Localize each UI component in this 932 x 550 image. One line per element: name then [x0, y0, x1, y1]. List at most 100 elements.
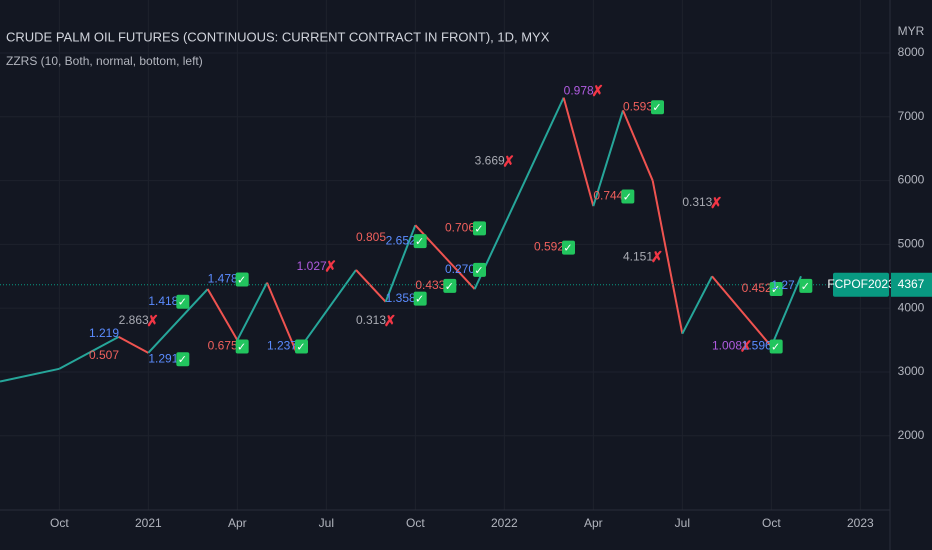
y-tick-label: 2000: [898, 428, 925, 442]
ratio-label: 0.675: [208, 339, 238, 353]
x-tick-label: Oct: [762, 516, 781, 530]
status-box: [473, 262, 486, 277]
ratio-label: 0.592: [534, 240, 564, 254]
status-icon: ✓: [237, 341, 246, 353]
ratio-label: 0.452: [742, 281, 772, 295]
y-tick-label: 6000: [898, 173, 925, 187]
ratio-label: 1.418: [148, 294, 178, 308]
symbol-label: FCPOF2023: [827, 277, 895, 291]
zigzag-segment: [681, 275, 713, 335]
zigzag-segment: [147, 288, 209, 354]
ratio-label: 0.433: [415, 278, 445, 292]
y-axis-label: MYR: [898, 24, 925, 38]
status-icon: ✓: [296, 341, 305, 353]
status-icon: ✓: [178, 297, 187, 309]
zigzag-segment: [711, 275, 773, 348]
chart-title: CRUDE PALM OIL FUTURES (CONTINUOUS: CURR…: [6, 29, 550, 44]
zigzag-segment: [651, 180, 684, 334]
status-icon: ✓: [445, 281, 454, 293]
y-tick-label: 3000: [898, 364, 925, 378]
status-box: [621, 189, 635, 204]
zigzag-segment: [622, 109, 654, 181]
status-icon: ✓: [801, 281, 810, 293]
ratio-label: 0.744: [593, 189, 623, 203]
ratio-label: 1.358: [386, 291, 416, 305]
status-icon: ✓: [474, 223, 483, 235]
zigzag-segment: [118, 336, 149, 354]
ratio-label: 4.151: [623, 249, 653, 263]
status-box: [176, 294, 190, 309]
status-box: [769, 282, 783, 297]
ratio-label: 1.008: [712, 339, 742, 353]
zigzag-segment: [414, 224, 446, 258]
y-tick-label: 4000: [898, 300, 925, 314]
price-badge: [891, 272, 932, 297]
status-icon: ✓: [563, 242, 572, 254]
ratio-label: 1.291: [148, 351, 178, 365]
ratio-label: 0.507: [89, 348, 119, 362]
status-box: [235, 339, 249, 354]
status-box: [651, 100, 664, 115]
ratio-label: 1.027: [297, 259, 327, 273]
status-box: [473, 221, 486, 236]
zigzag-segment: [770, 275, 802, 347]
status-box: [769, 339, 783, 354]
zigzag-segment: [384, 224, 417, 303]
ratio-label: 0.805: [356, 230, 386, 244]
zigzag-segment: [206, 288, 239, 341]
y-tick-label: 5000: [898, 237, 925, 251]
x-tick-label: Jul: [319, 516, 334, 530]
status-icon: ✗: [651, 249, 664, 266]
x-tick-label: 2021: [135, 516, 162, 530]
status-icon: ✗: [740, 338, 753, 355]
grid: [0, 0, 890, 510]
y-tick-label: 7000: [898, 109, 925, 123]
status-icon: ✗: [710, 195, 723, 212]
status-icon: ✓: [474, 265, 483, 277]
zigzag-segment: [473, 97, 565, 290]
status-box: [799, 278, 813, 293]
ratio-label: 1.219: [89, 326, 119, 340]
status-box: [443, 278, 457, 293]
status-icon: ✓: [237, 274, 246, 286]
ratio-label: 0.706: [445, 221, 475, 235]
ratio-label: 1.27: [771, 278, 795, 292]
zigzag-segment: [355, 269, 387, 303]
x-tick-label: Oct: [50, 516, 69, 530]
ratio-label: 0.313: [356, 313, 386, 327]
status-box: [562, 240, 575, 255]
y-tick-label: 8000: [898, 45, 925, 59]
ratio-label: 2.652: [386, 233, 416, 247]
status-box: [413, 234, 427, 249]
zigzag-segment: [562, 97, 595, 207]
status-box: [295, 339, 308, 354]
status-box: [176, 352, 190, 367]
x-tick-label: 2023: [847, 516, 874, 530]
zigzag-segment: [58, 336, 120, 370]
status-icon: ✓: [771, 341, 780, 353]
ratio-label: 1.237: [267, 339, 297, 353]
status-box: [235, 272, 249, 287]
zigzag-segment: [0, 367, 60, 383]
ratio-label: 0.593: [623, 99, 653, 113]
symbol-badge: [833, 272, 889, 297]
status-icon: ✗: [384, 313, 397, 330]
zigzag-segment: [266, 282, 298, 354]
x-tick-label: Apr: [228, 516, 247, 530]
status-icon: ✓: [415, 236, 424, 248]
status-icon: ✓: [415, 294, 424, 306]
status-icon: ✗: [324, 259, 337, 276]
price-label: 4367: [898, 277, 925, 291]
ratio-label: 1.478: [208, 272, 238, 286]
zigzag-segment: [295, 269, 357, 354]
status-icon: ✓: [652, 102, 661, 114]
ratio-label: 2.863: [119, 313, 149, 327]
ratio-label: 0.270: [445, 262, 475, 276]
zigzag-segment: [236, 282, 268, 341]
x-tick-label: Apr: [584, 516, 603, 530]
ratio-label: 0.978: [564, 83, 594, 97]
x-tick-label: Oct: [406, 516, 425, 530]
